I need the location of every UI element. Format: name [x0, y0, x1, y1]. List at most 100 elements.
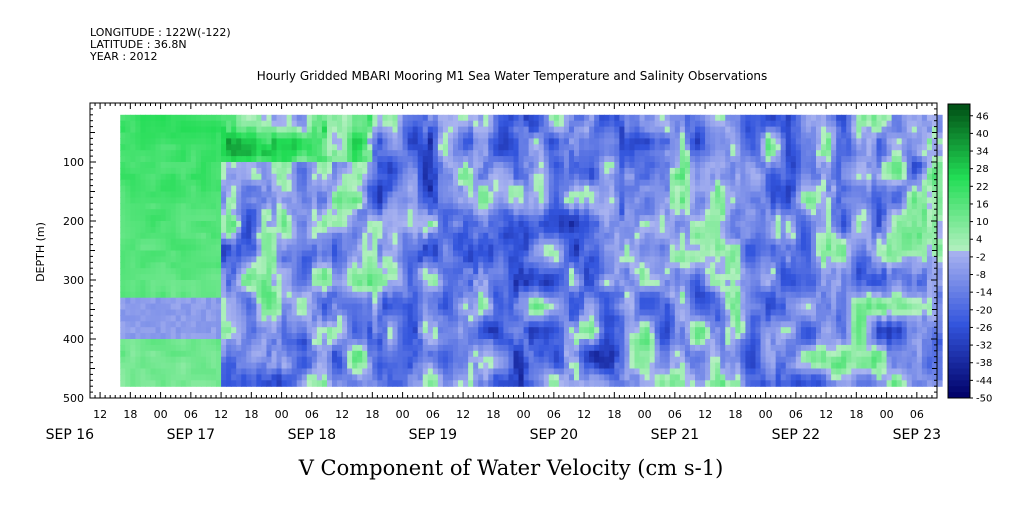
heatmap-cell	[422, 262, 429, 269]
heatmap-cell	[523, 362, 530, 370]
heatmap-cell	[543, 374, 550, 381]
heatmap-cell	[352, 291, 358, 299]
heatmap-cell	[503, 344, 510, 352]
heatmap-cell	[271, 339, 278, 346]
heatmap-cell	[261, 126, 268, 134]
heatmap-cell	[553, 150, 560, 157]
heatmap-cell	[412, 339, 419, 346]
heatmap-cell	[251, 256, 257, 263]
heatmap-cell	[387, 268, 394, 275]
heatmap-cell	[518, 339, 525, 346]
heatmap-cell	[266, 262, 273, 269]
heatmap-cell	[266, 244, 273, 252]
heatmap-cell	[200, 274, 207, 281]
heatmap-cell	[246, 114, 252, 122]
heatmap-cell	[407, 315, 414, 322]
heatmap-cell	[150, 303, 157, 311]
heatmap-cell	[291, 374, 298, 381]
heatmap-cell	[256, 173, 263, 181]
heatmap-cell	[614, 362, 620, 370]
heatmap-cell	[362, 321, 368, 328]
heatmap-cell	[523, 280, 530, 287]
heatmap-cell	[599, 150, 605, 157]
heatmap-cell	[195, 303, 202, 311]
heatmap-cell	[301, 126, 308, 134]
heatmap-cell	[221, 120, 227, 128]
heatmap-cell	[362, 179, 368, 187]
heatmap-cell	[347, 150, 353, 157]
heatmap-cell	[256, 232, 263, 240]
heatmap-cell	[468, 162, 474, 169]
heatmap-cell	[266, 344, 273, 352]
heatmap-cell	[589, 232, 595, 240]
heatmap-cell	[155, 191, 162, 198]
heatmap-cell	[377, 114, 384, 122]
heatmap-cell	[558, 315, 565, 322]
heatmap-cell	[236, 209, 242, 216]
heatmap-cell	[488, 256, 494, 263]
heatmap-cell	[266, 144, 273, 151]
heatmap-cell	[155, 297, 162, 305]
heatmap-cell	[150, 232, 157, 240]
heatmap-cell	[619, 156, 626, 163]
heatmap-cell	[407, 221, 414, 228]
heatmap-cell	[120, 327, 126, 334]
heatmap-cell	[518, 221, 525, 228]
heatmap-cell	[286, 262, 293, 269]
heatmap-cell	[503, 162, 510, 169]
heatmap-cell	[226, 321, 232, 328]
heatmap-cell	[659, 144, 666, 151]
heatmap-cell	[266, 333, 273, 340]
heatmap-cell	[417, 191, 424, 198]
heatmap-cell	[271, 256, 278, 263]
heatmap-cell	[332, 309, 338, 316]
heatmap-cell	[493, 350, 499, 358]
heatmap-cell	[624, 291, 631, 299]
heatmap-cell	[609, 185, 615, 193]
heatmap-cell	[211, 156, 217, 163]
heatmap-cell	[558, 197, 565, 204]
heatmap-cell	[150, 268, 157, 275]
heatmap-cell	[286, 327, 293, 334]
heatmap-cell	[281, 132, 288, 139]
heatmap-cell	[463, 132, 469, 139]
heatmap-cell	[200, 321, 207, 328]
heatmap-cell	[574, 380, 580, 387]
heatmap-cell	[614, 333, 620, 340]
heatmap-cell	[306, 185, 313, 193]
heatmap-cell	[301, 185, 308, 193]
heatmap-cell	[402, 250, 409, 257]
heatmap-cell	[614, 268, 620, 275]
heatmap-cell	[508, 297, 515, 305]
heatmap-cell	[170, 368, 177, 375]
heatmap-cell	[296, 144, 303, 151]
heatmap-cell	[528, 380, 535, 387]
heatmap-cell	[654, 291, 661, 299]
heatmap-cell	[286, 156, 293, 163]
heatmap-cell	[347, 244, 353, 252]
heatmap-cell	[221, 173, 227, 181]
heatmap-cell	[599, 138, 605, 145]
heatmap-cell	[135, 368, 142, 375]
heatmap-cell	[478, 114, 484, 122]
heatmap-cell	[337, 262, 343, 269]
heatmap-cell	[337, 315, 343, 322]
heatmap-cell	[160, 321, 167, 328]
heatmap-cell	[639, 368, 646, 375]
heatmap-cell	[553, 226, 560, 234]
heatmap-cell	[140, 339, 147, 346]
heatmap-cell	[120, 114, 126, 122]
heatmap-cell	[216, 203, 222, 210]
heatmap-cell	[659, 114, 666, 122]
heatmap-cell	[120, 209, 126, 216]
heatmap-cell	[407, 280, 414, 287]
heatmap-cell	[271, 274, 278, 281]
heatmap-cell	[271, 226, 278, 234]
heatmap-cell	[508, 274, 515, 281]
heatmap-cell	[332, 350, 338, 358]
heatmap-cell	[644, 274, 651, 281]
heatmap-cell	[367, 380, 373, 387]
heatmap-cell	[382, 244, 389, 252]
heatmap-cell	[483, 350, 489, 358]
heatmap-cell	[236, 162, 242, 169]
